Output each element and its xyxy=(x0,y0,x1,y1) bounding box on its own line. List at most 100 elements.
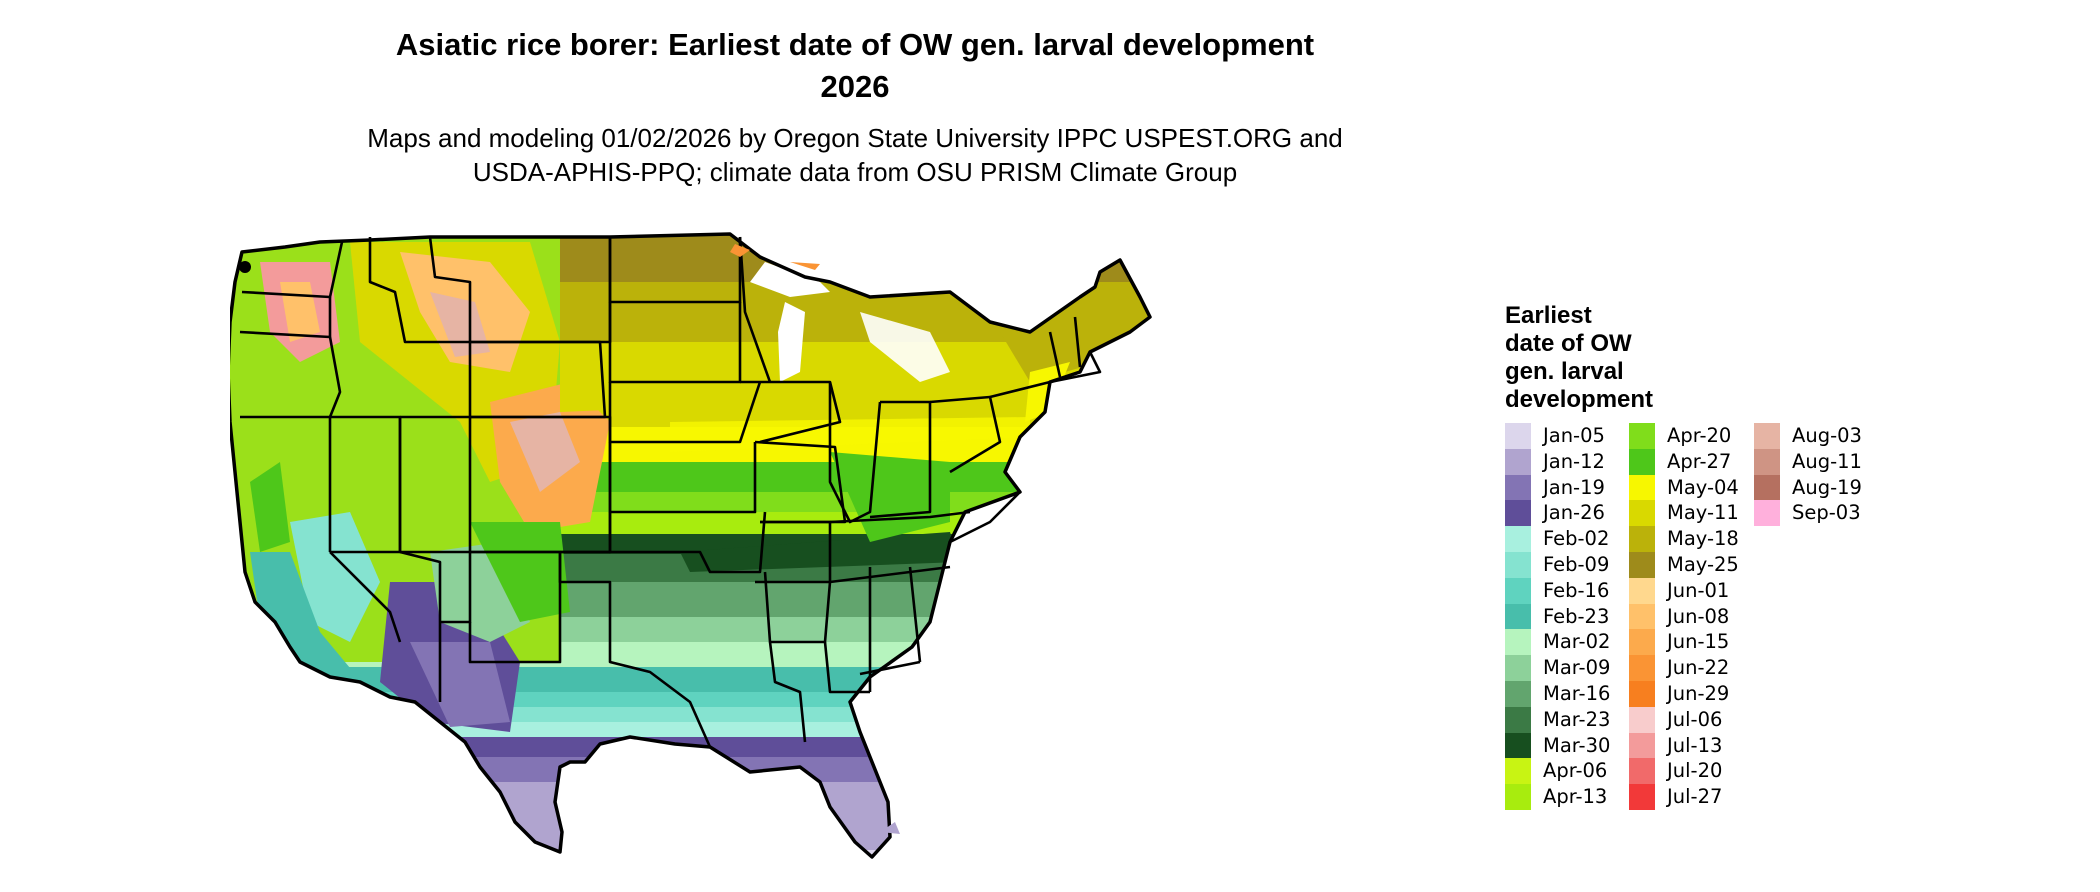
legend-item: Mar-02 xyxy=(1505,629,1611,656)
legend-label: Mar-09 xyxy=(1543,656,1611,680)
legend-label: Feb-02 xyxy=(1543,527,1610,551)
coastal-fragments xyxy=(239,244,900,834)
legend-item: Jun-15 xyxy=(1629,629,1730,656)
legend-label: May-25 xyxy=(1667,553,1739,576)
legend-label: Mar-16 xyxy=(1543,682,1611,705)
legend-swatch xyxy=(1505,784,1531,811)
legend-label: Jan-26 xyxy=(1543,501,1605,525)
legend-item: Mar-23 xyxy=(1505,706,1611,733)
state-boundaries xyxy=(239,235,1102,748)
legend-item: Jul-13 xyxy=(1629,732,1722,759)
subtitle-line-2: USDA-APHIS-PPQ; climate data from OSU PR… xyxy=(472,157,1238,187)
legend-item: Mar-16 xyxy=(1505,681,1610,707)
legend-swatch xyxy=(1629,526,1655,553)
legend-label: Jun-01 xyxy=(1667,578,1730,602)
legend-label: Apr-20 xyxy=(1667,424,1732,447)
map-subtitle: Maps and modeling 01/02/2026 by Oregon S… xyxy=(250,121,1460,189)
legend-item: Feb-09 xyxy=(1505,552,1609,578)
legend-label: Feb-23 xyxy=(1543,604,1610,628)
legend-label: Feb-09 xyxy=(1543,553,1610,576)
legend-swatch xyxy=(1754,423,1780,449)
legend-label: Jan-05 xyxy=(1543,424,1605,447)
legend-item: Jul-20 xyxy=(1629,758,1723,785)
legend-item: Jan-05 xyxy=(1505,423,1605,449)
legend-item: Feb-23 xyxy=(1505,603,1610,630)
legend-label: Jul-06 xyxy=(1667,707,1723,731)
legend-swatch xyxy=(1629,474,1655,501)
legend-item: Jan-12 xyxy=(1505,448,1605,475)
legend-swatch xyxy=(1629,732,1655,759)
legend-swatch xyxy=(1629,603,1655,630)
legend-label: Jun-29 xyxy=(1667,682,1730,705)
legend-swatch xyxy=(1629,500,1655,527)
legend-swatch xyxy=(1505,526,1531,553)
legend-item: Jul-27 xyxy=(1629,784,1723,811)
legend-item: Jan-19 xyxy=(1505,474,1605,501)
legend-label: Jul-20 xyxy=(1667,759,1723,783)
title-line-2: 2026 xyxy=(820,69,890,104)
legend-swatch xyxy=(1629,448,1655,475)
legend-swatch xyxy=(1629,423,1655,449)
legend-item: Jul-06 xyxy=(1629,706,1723,733)
legend-label: Jun-22 xyxy=(1667,656,1730,680)
legend-swatch xyxy=(1629,706,1655,733)
legend-swatch xyxy=(1505,577,1531,604)
legend-label: Aug-11 xyxy=(1792,449,1862,473)
legend-swatch xyxy=(1629,681,1655,707)
legend-swatch xyxy=(1505,681,1531,707)
legend-title-line-2: date of OW xyxy=(1505,330,1632,357)
legend-label: Mar-30 xyxy=(1543,733,1611,757)
legend-swatch xyxy=(1505,655,1531,682)
legend-item: May-25 xyxy=(1629,552,1739,578)
legend-swatch xyxy=(1629,655,1655,682)
legend-swatch xyxy=(1505,500,1531,527)
legend-label: Apr-13 xyxy=(1543,785,1608,809)
legend-label: Apr-27 xyxy=(1667,449,1732,473)
legend-label: Apr-06 xyxy=(1543,759,1608,783)
legend-item: Jun-29 xyxy=(1629,681,1729,707)
legend-swatch xyxy=(1754,474,1780,501)
legend-item: Feb-16 xyxy=(1505,577,1610,604)
legend-label: Mar-23 xyxy=(1543,707,1611,731)
legend-item: Mar-09 xyxy=(1505,655,1611,682)
legend-item: May-18 xyxy=(1629,526,1739,553)
legend-swatch xyxy=(1754,448,1780,475)
legend-label: May-04 xyxy=(1667,475,1739,499)
legend-swatch xyxy=(1505,423,1531,449)
legend-swatch xyxy=(1754,500,1780,527)
legend-swatch xyxy=(1505,758,1531,785)
legend-item: Aug-11 xyxy=(1754,448,1862,475)
legend-item: May-11 xyxy=(1629,500,1739,527)
legend-item: May-04 xyxy=(1629,474,1739,501)
legend-item: Apr-13 xyxy=(1505,784,1608,811)
legend-swatch xyxy=(1505,603,1531,630)
legend-label: Aug-19 xyxy=(1792,475,1862,499)
legend-swatch xyxy=(1505,474,1531,501)
legend-label: Jan-19 xyxy=(1543,475,1605,499)
legend-label: Mar-02 xyxy=(1543,630,1611,654)
legend-label: Feb-16 xyxy=(1543,578,1610,602)
legend-item: Jun-22 xyxy=(1629,655,1730,682)
legend-item: Mar-30 xyxy=(1505,732,1611,759)
legend-label: Jun-15 xyxy=(1667,630,1730,654)
legend-item: Aug-03 xyxy=(1754,423,1862,449)
legend-label: Jul-27 xyxy=(1667,785,1723,809)
legend-swatch xyxy=(1629,629,1655,656)
us-degree-day-map xyxy=(230,232,1152,859)
legend-title-line-4: development xyxy=(1505,386,1654,413)
legend-item: Apr-20 xyxy=(1629,423,1731,449)
map-title: Asiatic rice borer: Earliest date of OW … xyxy=(250,24,1460,108)
legend-item: Feb-02 xyxy=(1505,526,1610,553)
legend-swatch xyxy=(1629,577,1655,604)
legend-title-line-3: gen. larval xyxy=(1505,358,1624,385)
subtitle-line-1: Maps and modeling 01/02/2026 by Oregon S… xyxy=(367,123,1343,153)
legend-swatch xyxy=(1505,629,1531,656)
legend-title-line-1: Earliest xyxy=(1505,302,1592,329)
legend-swatch xyxy=(1629,552,1655,578)
legend-label: May-11 xyxy=(1667,501,1739,525)
us-outline xyxy=(230,232,1152,859)
legend-swatch xyxy=(1505,706,1531,733)
legend-label: Jan-12 xyxy=(1543,449,1605,473)
legend-swatch xyxy=(1629,758,1655,785)
legend-label: Sep-03 xyxy=(1792,501,1861,525)
